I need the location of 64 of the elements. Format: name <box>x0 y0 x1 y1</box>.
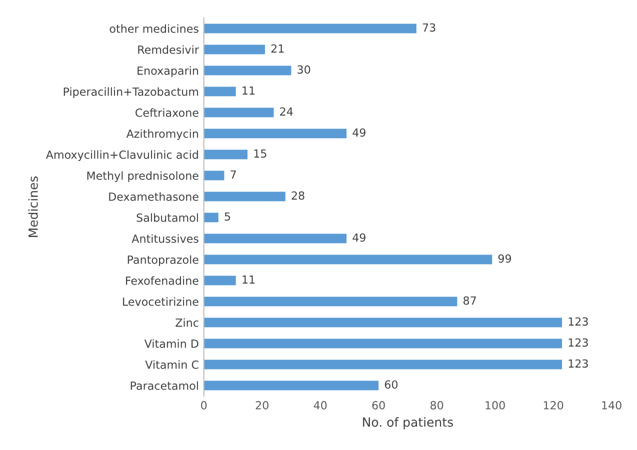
bar <box>204 254 492 264</box>
x-tick-label: 20 <box>256 401 268 410</box>
bar <box>204 212 218 222</box>
data-label: 87 <box>463 296 476 305</box>
data-label: 60 <box>384 380 398 389</box>
y-tick-label: Azithromycin <box>126 129 198 140</box>
data-label: 5 <box>224 212 230 221</box>
data-label: 99 <box>498 254 512 263</box>
data-label: 11 <box>242 275 255 284</box>
y-axis-title: Medicines <box>28 176 38 237</box>
y-tick-label: Enoxaparin <box>138 66 198 78</box>
x-tick-label: 60 <box>372 401 385 410</box>
y-tick-label: Methyl prednisolone <box>87 171 198 182</box>
data-label: 28 <box>292 191 304 200</box>
bar <box>204 108 274 118</box>
y-tick-label: Zinc <box>176 318 198 327</box>
bar <box>204 128 347 138</box>
y-tick-label: Vitamin D <box>144 339 198 348</box>
data-label: 30 <box>298 65 310 74</box>
bar <box>204 150 248 160</box>
bar <box>204 276 236 286</box>
bar <box>204 24 416 34</box>
data-label: 24 <box>280 107 293 116</box>
bar <box>204 360 562 370</box>
y-tick-label: Amoxycillin+Clavulinic acid <box>46 150 198 162</box>
x-tick-label: 40 <box>314 401 327 410</box>
data-label: 123 <box>568 338 588 347</box>
y-tick-label: Salbutamol <box>136 213 198 222</box>
data-label: 49 <box>352 233 366 242</box>
bar <box>204 338 562 348</box>
y-tick-label: Dexamethasone <box>109 192 198 201</box>
y-tick-label: other medicines <box>110 24 198 33</box>
bar <box>204 86 236 96</box>
y-tick-label: Levocetirizine <box>123 297 198 306</box>
y-tick-label: Fexofenadine <box>126 276 198 285</box>
y-tick-label: Antitussives <box>132 234 198 243</box>
data-label: 15 <box>254 149 266 158</box>
y-tick-label: Pantoprazole <box>128 255 198 266</box>
x-tick-label: 80 <box>430 401 444 410</box>
bar <box>204 318 562 328</box>
x-tick-label: 100 <box>486 401 505 410</box>
data-label: 21 <box>271 44 284 53</box>
y-tick-label: Remdesivir <box>138 45 199 54</box>
data-label: 7 <box>230 170 236 179</box>
data-label: 123 <box>568 359 588 368</box>
x-tick-label: 140 <box>602 401 622 410</box>
bar <box>204 380 379 390</box>
bar <box>204 66 292 76</box>
y-tick-label: Piperacillin+Tazobactum <box>64 87 198 98</box>
y-tick-label: Paracetamol <box>130 381 198 390</box>
y-tick-label: Ceftriaxone <box>136 108 198 117</box>
bar <box>204 296 458 306</box>
bar <box>204 170 224 180</box>
x-tick-label: 120 <box>544 401 564 410</box>
data-label: 73 <box>422 23 436 32</box>
bar <box>204 44 265 54</box>
data-label: 123 <box>568 317 588 326</box>
bar <box>204 192 286 202</box>
x-axis-title: No. of patients <box>363 417 453 430</box>
y-tick-label: Vitamin C <box>145 360 198 369</box>
x-tick-label: 0 <box>201 401 207 410</box>
data-label: 49 <box>352 128 366 137</box>
data-label: 11 <box>242 86 255 95</box>
bar <box>204 234 347 244</box>
